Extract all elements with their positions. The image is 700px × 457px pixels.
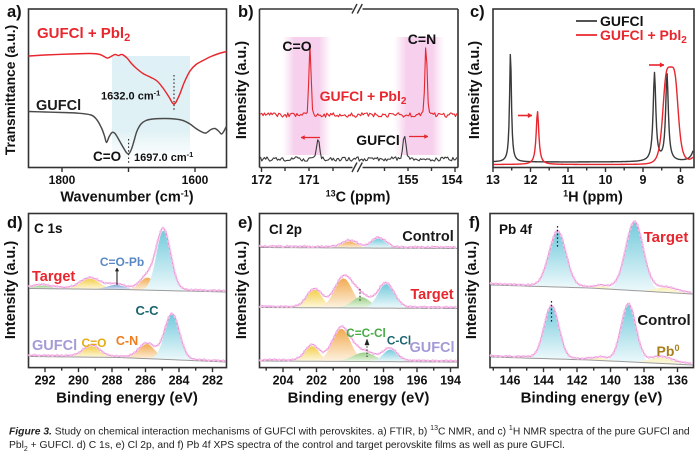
- svg-text:Cl 2p: Cl 2p: [269, 222, 302, 237]
- svg-text:144: 144: [533, 374, 554, 388]
- svg-text:C=O: C=O: [93, 149, 121, 164]
- svg-text:GUFCl + Pbl2: GUFCl + Pbl2: [37, 25, 130, 44]
- svg-text:1800: 1800: [49, 173, 76, 187]
- svg-text:GUFCl + Pbl2: GUFCl + Pbl2: [600, 27, 687, 46]
- svg-text:286: 286: [135, 374, 156, 388]
- svg-text:13C (ppm): 13C (ppm): [326, 189, 391, 206]
- svg-text:Target: Target: [644, 229, 689, 246]
- svg-text:Pb0: Pb0: [657, 343, 680, 359]
- svg-text:C=C-Cl: C=C-Cl: [346, 326, 386, 340]
- svg-text:C-N: C-N: [116, 334, 138, 348]
- svg-text:155: 155: [398, 173, 419, 187]
- svg-text:GUFCl: GUFCl: [32, 338, 77, 354]
- svg-text:Binding energy (eV): Binding energy (eV): [521, 390, 663, 407]
- svg-text:194: 194: [440, 374, 461, 388]
- svg-text:Control: Control: [637, 312, 690, 329]
- svg-text:d): d): [7, 214, 23, 232]
- svg-text:C=O-Pb: C=O-Pb: [100, 255, 144, 269]
- svg-text:290: 290: [68, 374, 89, 388]
- svg-text:Transmittance (a.u.): Transmittance (a.u.): [3, 25, 18, 155]
- svg-text:12: 12: [524, 173, 538, 187]
- svg-text:GUFCl: GUFCl: [36, 98, 81, 114]
- svg-text:GUFCl + Pbl2: GUFCl + Pbl2: [320, 88, 407, 107]
- svg-text:138: 138: [634, 374, 655, 388]
- svg-text:Binding energy (eV): Binding energy (eV): [56, 390, 198, 407]
- svg-text:e): e): [238, 214, 253, 232]
- svg-text:292: 292: [35, 374, 56, 388]
- svg-text:a): a): [7, 3, 22, 21]
- svg-text:Wavenumber (cm-1): Wavenumber (cm-1): [60, 189, 193, 206]
- svg-text:1632.0 cm-1: 1632.0 cm-1: [101, 88, 160, 103]
- svg-text:GUFCl: GUFCl: [409, 340, 454, 356]
- svg-text:288: 288: [102, 374, 123, 388]
- svg-text:154: 154: [442, 173, 463, 187]
- svg-text:Intensity (a.u.): Intensity (a.u.): [464, 241, 480, 339]
- svg-text:Target: Target: [32, 269, 75, 285]
- svg-text:Intensity (a.u.): Intensity (a.u.): [234, 241, 250, 339]
- svg-text:282: 282: [202, 374, 223, 388]
- svg-text:142: 142: [567, 374, 588, 388]
- svg-text:8: 8: [677, 173, 684, 187]
- svg-text:171: 171: [299, 173, 320, 187]
- svg-text:Intensity (a.u.): Intensity (a.u.): [467, 41, 483, 139]
- svg-text:C 1s: C 1s: [34, 221, 63, 236]
- svg-text:C-Cl: C-Cl: [387, 334, 411, 348]
- svg-text:GUFCl: GUFCl: [600, 13, 644, 29]
- svg-text:1600: 1600: [182, 173, 209, 187]
- svg-text:b): b): [238, 3, 254, 21]
- svg-text:200: 200: [340, 374, 361, 388]
- svg-text:f): f): [469, 214, 480, 232]
- svg-text:C=N: C=N: [408, 31, 436, 47]
- svg-text:C=O: C=O: [282, 38, 311, 54]
- svg-text:C=O: C=O: [81, 336, 106, 350]
- svg-text:1697.0 cm-1: 1697.0 cm-1: [134, 150, 193, 165]
- svg-text:196: 196: [407, 374, 428, 388]
- svg-text:Intensity (a.u.): Intensity (a.u.): [3, 241, 19, 339]
- svg-text:9: 9: [640, 173, 647, 187]
- svg-text:C-C: C-C: [135, 303, 159, 318]
- svg-text:Intensity (a.u.): Intensity (a.u.): [234, 41, 250, 139]
- svg-text:Binding energy (eV): Binding energy (eV): [288, 390, 430, 407]
- svg-text:Pb 4f: Pb 4f: [499, 222, 533, 237]
- svg-text:Control: Control: [402, 229, 454, 245]
- svg-text:10: 10: [599, 173, 613, 187]
- svg-text:11: 11: [561, 173, 574, 187]
- svg-text:Target: Target: [410, 287, 453, 303]
- svg-text:146: 146: [500, 374, 521, 388]
- svg-text:140: 140: [600, 374, 621, 388]
- svg-text:172: 172: [251, 173, 272, 187]
- svg-text:GUFCl: GUFCl: [356, 132, 400, 148]
- svg-text:202: 202: [306, 374, 327, 388]
- svg-text:1H (ppm): 1H (ppm): [563, 189, 623, 206]
- svg-text:204: 204: [273, 374, 294, 388]
- svg-text:284: 284: [169, 374, 190, 388]
- svg-text:13: 13: [486, 173, 500, 187]
- svg-text:198: 198: [373, 374, 394, 388]
- svg-text:136: 136: [667, 374, 688, 388]
- svg-text:c): c): [470, 3, 485, 21]
